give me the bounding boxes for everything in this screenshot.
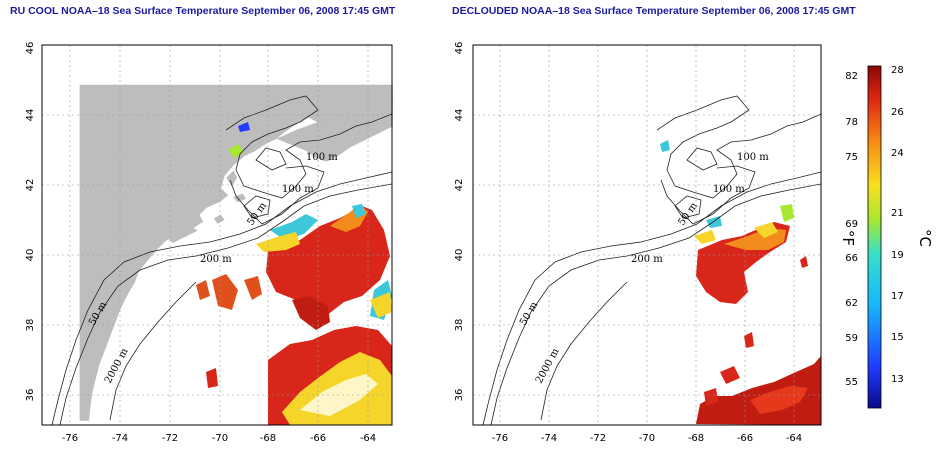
right-map-title: DECLOUDED NOAA–18 Sea Surface Temperatur…	[452, 5, 856, 17]
left-lat-tick: 40	[25, 249, 36, 262]
right-lon-ticks: -76 -74 -72 -70 -68 -66 -64	[492, 433, 802, 444]
left-lon-tick: -74	[112, 433, 128, 444]
left-lon-tick: -64	[360, 433, 376, 444]
left-lat-tick: 44	[25, 109, 36, 122]
left-lat-tick: 36	[25, 389, 36, 402]
left-sst-layer	[196, 122, 392, 425]
left-map: 100 m 100 m 50 m 200 m 50 m 2000 m -76	[25, 42, 393, 444]
right-lat-tick: 44	[454, 109, 465, 122]
right-lat-tick: 40	[454, 249, 465, 262]
right-lon-tick: -64	[786, 433, 802, 444]
left-lon-tick: -68	[260, 433, 276, 444]
right-lon-tick: -70	[639, 433, 655, 444]
celsius-unit-label: °C	[916, 229, 934, 247]
f-tick: 55	[845, 377, 858, 388]
right-lat-ticks: 36 38 40 42 44 46	[454, 42, 465, 402]
colorbar-celsius-ticks: 28 26 24 21 19 17 15 13	[891, 65, 904, 385]
right-lat-tick: 36	[454, 389, 465, 402]
colorbar: 82 78 75 69 66 62 59 55 28 26 24 21 19 1…	[839, 65, 934, 409]
f-tick: 69	[845, 219, 858, 230]
right-lon-tick: -76	[492, 433, 508, 444]
right-gridlines	[473, 45, 821, 425]
left-lat-tick: 38	[25, 319, 36, 332]
f-tick: 66	[845, 253, 858, 264]
c-tick: 24	[891, 148, 904, 159]
c-tick: 15	[891, 332, 904, 343]
left-label-200m: 200 m	[200, 254, 232, 265]
fahrenheit-unit-label: °F	[839, 230, 857, 246]
right-lon-tick: -68	[688, 433, 704, 444]
right-sst-layer	[660, 140, 821, 425]
c-tick: 21	[891, 208, 904, 219]
left-lon-tick: -76	[62, 433, 78, 444]
f-tick: 78	[845, 117, 858, 128]
f-tick: 62	[845, 298, 858, 309]
right-label-100m-a: 100 m	[737, 152, 769, 163]
left-bathymetry-layer	[51, 95, 392, 425]
c-tick: 17	[891, 291, 904, 302]
f-tick: 59	[845, 333, 858, 344]
right-lat-tick: 42	[454, 179, 465, 192]
left-label-100m-a: 100 m	[306, 152, 338, 163]
right-lon-tick: -66	[737, 433, 753, 444]
c-tick: 26	[891, 107, 904, 118]
right-lat-tick: 46	[454, 42, 465, 55]
f-tick: 82	[845, 71, 858, 82]
c-tick: 28	[891, 65, 904, 76]
right-lon-tick: -72	[590, 433, 606, 444]
left-lon-tick: -66	[310, 433, 326, 444]
right-label-200m: 200 m	[631, 254, 663, 265]
colorbar-fahrenheit-ticks: 82 78 75 69 66 62 59 55	[845, 71, 858, 388]
left-label-100m-b: 100 m	[282, 184, 314, 195]
right-lat-tick: 38	[454, 319, 465, 332]
right-bathymetry-layer	[482, 95, 821, 425]
c-tick: 19	[891, 250, 904, 261]
left-lat-tick: 46	[25, 42, 36, 55]
f-tick: 75	[845, 152, 858, 163]
left-lat-tick: 42	[25, 179, 36, 192]
left-map-title: RU COOL NOAA–18 Sea Surface Temperature …	[10, 5, 396, 17]
left-lon-ticks: -76 -74 -72 -70 -68 -66 -64	[62, 433, 376, 444]
colorbar-gradient	[867, 65, 882, 409]
left-lon-tick: -72	[162, 433, 178, 444]
left-lat-ticks: 36 38 40 42 44 46	[25, 42, 36, 402]
right-label-100m-b: 100 m	[713, 184, 745, 195]
right-lon-tick: -74	[541, 433, 557, 444]
left-lon-tick: -70	[212, 433, 228, 444]
c-tick: 13	[891, 374, 904, 385]
right-map: 100 m 100 m 50 m 200 m 50 m 2000 m -76 -…	[454, 42, 822, 444]
left-gridlines	[42, 45, 392, 425]
